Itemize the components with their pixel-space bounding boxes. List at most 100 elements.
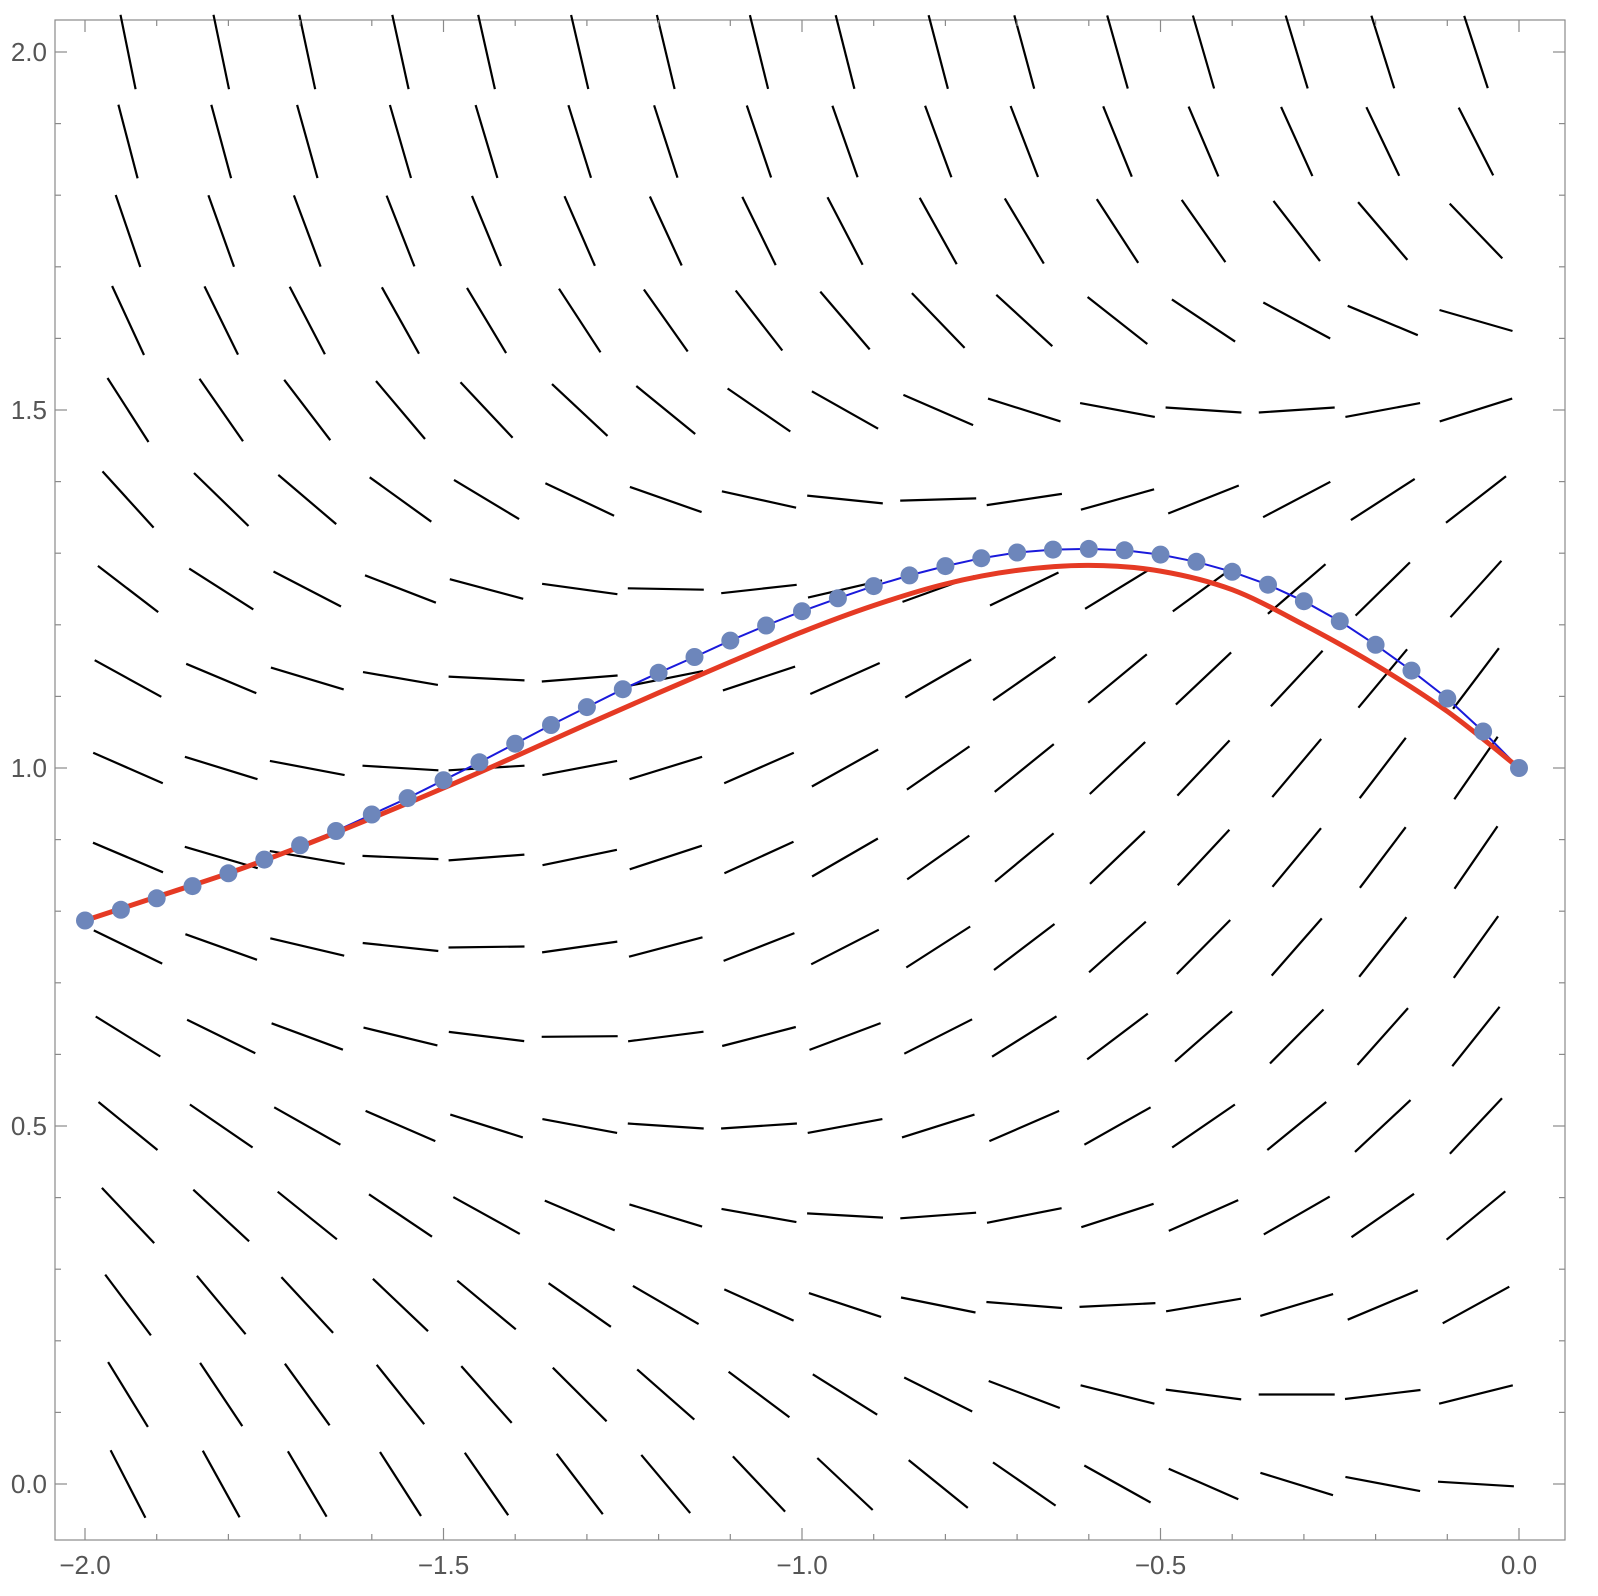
slope-segment <box>1168 1467 1239 1501</box>
slope-segment <box>192 1188 250 1243</box>
slope-segment <box>542 848 618 867</box>
slope-segment <box>298 14 317 90</box>
slope-segment <box>463 1452 510 1516</box>
slope-segment <box>834 14 856 90</box>
data-point <box>76 911 94 930</box>
slope-segment <box>903 1376 973 1413</box>
slope-segment <box>388 104 413 179</box>
slope-segment <box>1191 15 1216 89</box>
y-tick-label: 1.5 <box>11 395 47 425</box>
slope-segment <box>448 853 525 862</box>
slope-segment <box>1451 1006 1501 1067</box>
data-point <box>757 616 776 635</box>
slope-segment <box>1344 1388 1421 1401</box>
slope-segment <box>448 1030 525 1043</box>
slope-segment <box>745 105 773 178</box>
slope-segment <box>643 288 689 353</box>
data-point <box>434 771 453 790</box>
slope-segment <box>628 670 704 687</box>
slope-segment <box>1260 1471 1334 1497</box>
slope-segment <box>1013 15 1036 89</box>
slope-segment <box>1359 826 1407 889</box>
slope-segment <box>1350 477 1416 522</box>
data-point <box>1079 539 1098 558</box>
slope-segment <box>1356 1007 1409 1066</box>
slope-segment <box>453 478 520 521</box>
slope-segment <box>92 841 164 874</box>
data-point <box>1187 552 1206 571</box>
slope-segment <box>987 397 1061 423</box>
slope-segment <box>198 378 244 442</box>
exact-solution-curve <box>82 562 1522 923</box>
y-tick-label: 2.0 <box>11 37 47 67</box>
slope-segment <box>722 665 796 692</box>
slope-segment <box>375 380 426 440</box>
slope-segment <box>748 14 770 90</box>
slope-segment <box>1009 105 1040 178</box>
slope-segment <box>721 1122 797 1130</box>
slope-segment <box>994 743 1055 793</box>
slope-segment <box>807 1212 884 1219</box>
data-point <box>649 663 668 682</box>
slope-segment <box>270 666 345 691</box>
slope-segment <box>547 1282 612 1328</box>
data-point <box>1510 759 1528 777</box>
data-point <box>613 680 632 699</box>
slope-segment <box>563 195 596 267</box>
slope-segment <box>1106 15 1129 89</box>
slope-segment <box>908 1459 969 1509</box>
slope-segment <box>185 662 257 695</box>
slope-segment <box>807 494 883 505</box>
slope-segment <box>1358 737 1407 799</box>
slope-segment <box>273 1106 341 1146</box>
data-point <box>1151 545 1170 564</box>
data-point <box>255 850 274 869</box>
x-tick-label: −2.0 <box>59 1550 110 1580</box>
data-point <box>291 836 310 855</box>
slope-segment <box>391 14 410 90</box>
slope-segment <box>477 14 496 90</box>
slope-segment <box>109 1449 147 1519</box>
slope-segment <box>456 1279 517 1331</box>
slope-segment <box>1174 1010 1233 1063</box>
slope-segment <box>986 492 1063 507</box>
data-point <box>1008 543 1027 562</box>
data-point <box>864 577 883 596</box>
slope-segment <box>212 14 231 90</box>
slope-segment <box>629 755 703 781</box>
slope-segment <box>636 1368 696 1421</box>
slope-segment <box>362 764 439 772</box>
slope-segment <box>448 675 525 682</box>
slope-segment <box>1083 1106 1152 1146</box>
slope-segment <box>808 1292 882 1318</box>
slope-segment <box>474 104 499 179</box>
slope-segment <box>92 751 164 785</box>
slope-segment <box>1084 568 1151 610</box>
slope-segment <box>466 287 508 354</box>
slope-segment <box>271 1022 344 1051</box>
data-point <box>1115 541 1134 560</box>
slope-segment <box>903 1018 973 1055</box>
slope-segment <box>1187 106 1220 177</box>
slope-segment <box>986 1300 1063 1310</box>
x-tick-label: 0.0 <box>1501 1550 1537 1580</box>
slope-segment <box>1088 920 1147 974</box>
data-point <box>793 602 811 621</box>
slope-segment <box>809 1022 881 1051</box>
slope-segment <box>1259 1293 1334 1317</box>
slope-segment <box>106 377 150 443</box>
slope-segment <box>1165 406 1242 414</box>
slope-segment <box>369 476 432 523</box>
slope-segment <box>1269 1008 1325 1065</box>
slope-segment <box>186 1018 256 1055</box>
slope-segment <box>900 1211 977 1220</box>
slope-segment <box>193 472 250 527</box>
slope-segment <box>991 1015 1058 1058</box>
slope-segment <box>552 1366 608 1423</box>
slope-segment <box>1270 649 1324 708</box>
y-tick-label: 0.5 <box>11 1111 47 1141</box>
x-tick-label: −1.0 <box>776 1550 827 1580</box>
slope-segment <box>911 292 966 349</box>
slope-segment <box>1095 198 1140 264</box>
slope-segment <box>1171 298 1236 343</box>
